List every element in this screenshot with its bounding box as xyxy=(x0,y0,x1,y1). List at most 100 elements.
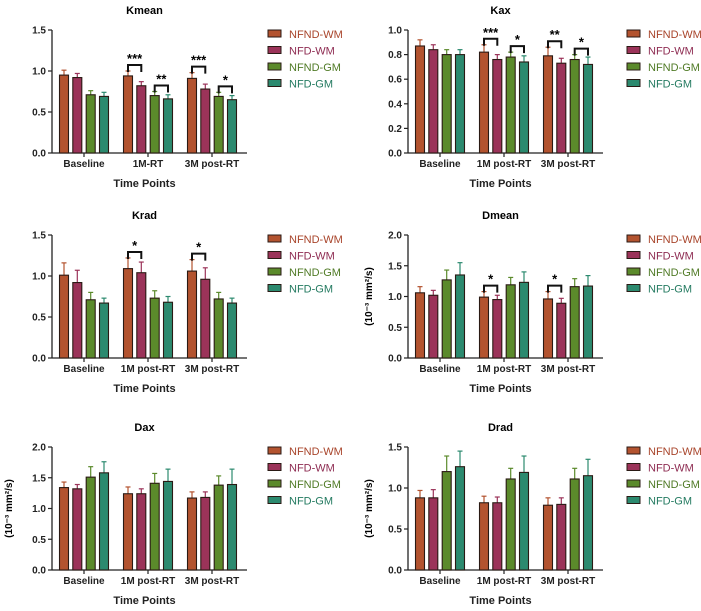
x-tick-label: 1M post-RT xyxy=(121,576,175,587)
bar-nfnd-wm xyxy=(542,55,554,154)
legend-swatch xyxy=(626,446,641,455)
bar-nfd-gm xyxy=(454,274,466,359)
y-tick-label: 0.0 xyxy=(388,149,402,160)
bar-nfnd-gm xyxy=(213,95,224,154)
chart-panel-krad: Krad 0.0 0.5 1.0 1.5 Baseline 1M post-RT 3M pos… xyxy=(32,210,343,395)
significance-stars: *** xyxy=(483,25,499,40)
significance-bracket xyxy=(191,65,207,74)
bar-nfnd-wm xyxy=(186,497,198,571)
legend-label: NFND-GM xyxy=(648,267,700,279)
bar-nfd-wm xyxy=(492,502,503,571)
bar-nfd-gm xyxy=(162,98,174,154)
y-tick-label: 0.5 xyxy=(32,535,46,546)
significance-stars: ** xyxy=(156,72,167,87)
significance-stars: * xyxy=(132,238,138,253)
significance-stars: * xyxy=(223,72,229,87)
y-axis-label: (10⁻³ mm²/s) xyxy=(364,479,375,538)
legend-swatch xyxy=(626,267,641,276)
bar-nfd-wm xyxy=(492,299,503,359)
legend-label: NFND-WM xyxy=(289,234,343,246)
legend-swatch xyxy=(267,62,282,71)
y-axis-label: (10⁻³ mm²/s) xyxy=(4,479,15,538)
bar-nfnd-gm xyxy=(149,482,160,571)
x-tick-label: 1M-RT xyxy=(133,159,164,170)
significance-bracket xyxy=(547,284,563,293)
legend-label: NFND-WM xyxy=(648,234,701,246)
bar-nfd-gm xyxy=(518,471,530,571)
x-tick-label: 3M post-RT xyxy=(185,364,239,375)
bar-nfd-gm xyxy=(454,466,466,571)
chart-title: Dmean xyxy=(482,210,519,222)
legend-swatch xyxy=(267,446,282,455)
significance-bracket xyxy=(191,252,207,261)
legend-label: NFD-GM xyxy=(648,284,692,296)
bar-nfd-gm xyxy=(98,472,110,571)
bar-nfd-wm xyxy=(72,77,83,154)
y-tick-label: 1.5 xyxy=(388,443,402,454)
chart-panel-dax: Dax 0.0 0.5 1.0 1.5 2.0 (10⁻³ mm²/s) Baseline 1M… xyxy=(4,422,343,607)
legend-swatch xyxy=(626,29,641,38)
bar-nfd-gm xyxy=(226,302,238,359)
bar-nfd-gm xyxy=(98,302,110,359)
y-tick-label: 0.0 xyxy=(32,354,46,365)
significance-bracket xyxy=(127,250,143,259)
chart-panel-dmean: Dmean 0.0 0.5 1.0 1.5 2.0 (10⁻³ mm²/s) Baseline… xyxy=(364,210,701,395)
legend-label: NFD-WM xyxy=(648,46,694,58)
bar-nfnd-wm xyxy=(58,74,70,154)
significance-stars: * xyxy=(552,272,558,287)
chart-title: Kmean xyxy=(126,5,163,17)
significance-bracket xyxy=(153,84,169,93)
y-tick-label: 1.0 xyxy=(32,67,46,78)
significance-stars: *** xyxy=(127,51,143,66)
x-tick-label: 1M post-RT xyxy=(121,364,175,375)
x-tick-label: Baseline xyxy=(63,576,105,587)
significance-stars: *** xyxy=(191,53,207,68)
bar-nfd-gm xyxy=(454,54,466,154)
legend-swatch xyxy=(267,496,282,504)
x-tick-label: 3M post-RT xyxy=(185,159,239,170)
bar-nfnd-gm xyxy=(85,94,96,154)
legend-label: NFND-GM xyxy=(648,62,700,74)
chart-title: Drad xyxy=(488,422,513,434)
bar-nfd-wm xyxy=(200,88,211,154)
legend-label: NFD-GM xyxy=(648,79,692,91)
y-tick-label: 0.5 xyxy=(388,323,402,334)
chart-panel-kax: Kax 0.0 0.2 0.4 0.6 0.8 1.0 Baseline 1M post-RT 3… xyxy=(388,5,701,190)
y-tick-label: 0.0 xyxy=(388,354,402,365)
y-tick-label: 0.5 xyxy=(388,525,402,536)
legend-swatch xyxy=(626,496,641,504)
bar-nfd-gm xyxy=(582,285,594,359)
bar-nfnd-gm xyxy=(505,478,516,571)
bar-nfnd-gm xyxy=(569,286,580,359)
y-tick-label: 1.0 xyxy=(32,504,46,515)
y-tick-label: 0.0 xyxy=(32,149,46,160)
bar-nfd-gm xyxy=(582,63,594,154)
legend-label: NFD-GM xyxy=(289,79,333,91)
y-tick-label: 0.2 xyxy=(388,124,402,135)
bar-nfd-gm xyxy=(162,480,174,571)
legend-label: NFD-GM xyxy=(648,496,692,508)
chart-panel-kmean: Kmean 0.0 0.5 1.0 1.5 Baseline 1M-RT 3M post-RT… xyxy=(32,5,343,190)
y-tick-label: 2.0 xyxy=(32,443,46,454)
x-tick-label: Baseline xyxy=(419,576,461,587)
legend-label: NFD-WM xyxy=(289,46,335,58)
bar-nfd-gm xyxy=(518,61,530,154)
bar-nfnd-gm xyxy=(149,297,160,359)
x-axis-label: Time Points xyxy=(469,595,531,607)
bar-nfd-wm xyxy=(72,488,83,571)
legend-label: NFND-GM xyxy=(289,267,341,279)
bar-nfnd-gm xyxy=(441,279,452,359)
significance-bracket xyxy=(509,45,525,54)
bar-nfd-gm xyxy=(226,99,238,154)
bar-nfnd-gm xyxy=(149,95,160,154)
x-tick-label: 1M post-RT xyxy=(477,364,531,375)
bar-nfnd-wm xyxy=(478,51,490,154)
significance-stars: * xyxy=(579,35,585,50)
bar-nfnd-gm xyxy=(505,284,516,359)
bar-nfd-wm xyxy=(428,294,439,359)
significance-bracket xyxy=(127,64,143,72)
x-tick-label: 1M post-RT xyxy=(477,159,531,170)
y-tick-label: 1.0 xyxy=(388,26,402,37)
bar-nfd-wm xyxy=(136,272,147,359)
